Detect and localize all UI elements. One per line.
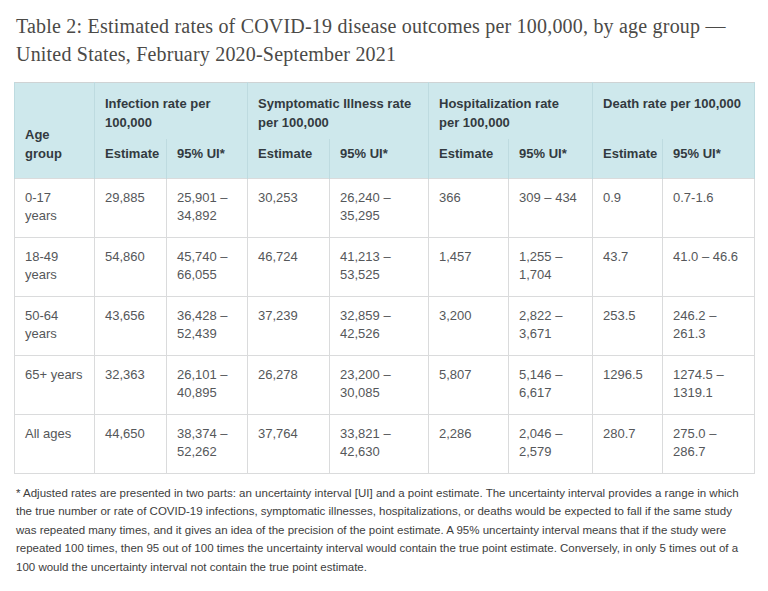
symptomatic-estimate-cell: 46,724 [248, 237, 330, 296]
col-header-infection-estimate: Estimate [95, 139, 167, 178]
infection-ui-cell: 45,740 – 66,055 [167, 237, 248, 296]
death-estimate-cell: 253.5 [593, 296, 663, 355]
hospitalization-estimate-cell: 1,457 [429, 237, 509, 296]
column-group-row: Age group Infection rate per 100,000 Sym… [15, 83, 755, 139]
table-header: Age group Infection rate per 100,000 Sym… [15, 83, 755, 179]
col-header-hospitalization-estimate: Estimate [429, 139, 509, 178]
death-ui-cell: 0.7-1.6 [663, 178, 755, 237]
age-group-cell: 65+ years [15, 355, 95, 414]
age-group-cell: 50-64 years [15, 296, 95, 355]
hospitalization-estimate-cell: 3,200 [429, 296, 509, 355]
table-row-18-49: 18-49 years 54,860 45,740 – 66,055 46,72… [15, 237, 755, 296]
symptomatic-estimate-cell: 37,764 [248, 414, 330, 473]
hospitalization-ui-cell: 2,046 – 2,579 [509, 414, 593, 473]
infection-estimate-cell: 32,363 [95, 355, 167, 414]
death-estimate-cell: 43.7 [593, 237, 663, 296]
age-group-cell: All ages [15, 414, 95, 473]
table-row-0-17: 0-17 years 29,885 25,901 – 34,892 30,253… [15, 178, 755, 237]
col-header-symptomatic-ui: 95% UI* [330, 139, 429, 178]
death-ui-cell: 1274.5 – 1319.1 [663, 355, 755, 414]
symptomatic-ui-cell: 26,240 – 35,295 [330, 178, 429, 237]
symptomatic-ui-cell: 23,200 – 30,085 [330, 355, 429, 414]
col-header-death-ui: 95% UI* [663, 139, 755, 178]
table-row-all-ages: All ages 44,650 38,374 – 52,262 37,764 3… [15, 414, 755, 473]
death-estimate-cell: 1296.5 [593, 355, 663, 414]
symptomatic-ui-cell: 41,213 – 53,525 [330, 237, 429, 296]
hospitalization-estimate-cell: 2,286 [429, 414, 509, 473]
death-ui-cell: 41.0 – 46.6 [663, 237, 755, 296]
hospitalization-estimate-cell: 5,807 [429, 355, 509, 414]
symptomatic-estimate-cell: 26,278 [248, 355, 330, 414]
hospitalization-ui-cell: 309 – 434 [509, 178, 593, 237]
infection-estimate-cell: 54,860 [95, 237, 167, 296]
table-row-65-plus: 65+ years 32,363 26,101 – 40,895 26,278 … [15, 355, 755, 414]
age-group-cell: 18-49 years [15, 237, 95, 296]
col-header-age-group: Age group [15, 83, 95, 179]
age-group-cell: 0-17 years [15, 178, 95, 237]
col-header-hospitalization-ui: 95% UI* [509, 139, 593, 178]
hospitalization-ui-cell: 5,146 – 6,617 [509, 355, 593, 414]
covid-outcomes-table: Age group Infection rate per 100,000 Sym… [14, 82, 755, 474]
hospitalization-ui-cell: 1,255 – 1,704 [509, 237, 593, 296]
infection-estimate-cell: 44,650 [95, 414, 167, 473]
symptomatic-estimate-cell: 30,253 [248, 178, 330, 237]
table-title: Table 2: Estimated rates of COVID-19 dis… [16, 12, 752, 68]
col-group-death-rate: Death rate per 100,000 [593, 83, 755, 139]
death-estimate-cell: 0.9 [593, 178, 663, 237]
col-header-infection-ui: 95% UI* [167, 139, 248, 178]
hospitalization-estimate-cell: 366 [429, 178, 509, 237]
col-group-infection-rate: Infection rate per 100,000 [95, 83, 248, 139]
symptomatic-ui-cell: 32,859 – 42,526 [330, 296, 429, 355]
symptomatic-ui-cell: 33,821 – 42,630 [330, 414, 429, 473]
page: Table 2: Estimated rates of COVID-19 dis… [0, 0, 768, 591]
symptomatic-estimate-cell: 37,239 [248, 296, 330, 355]
col-header-symptomatic-estimate: Estimate [248, 139, 330, 178]
death-ui-cell: 275.0 – 286.7 [663, 414, 755, 473]
infection-ui-cell: 26,101 – 40,895 [167, 355, 248, 414]
footnote: * Adjusted rates are presented in two pa… [16, 484, 752, 577]
table-body: 0-17 years 29,885 25,901 – 34,892 30,253… [15, 178, 755, 473]
infection-estimate-cell: 43,656 [95, 296, 167, 355]
death-estimate-cell: 280.7 [593, 414, 663, 473]
infection-estimate-cell: 29,885 [95, 178, 167, 237]
col-header-death-estimate: Estimate [593, 139, 663, 178]
infection-ui-cell: 38,374 – 52,262 [167, 414, 248, 473]
table-row-50-64: 50-64 years 43,656 36,428 – 52,439 37,23… [15, 296, 755, 355]
infection-ui-cell: 36,428 – 52,439 [167, 296, 248, 355]
col-group-hospitalization-rate: Hospitalization rate per 100,000 [429, 83, 593, 139]
death-ui-cell: 246.2 – 261.3 [663, 296, 755, 355]
sub-header-row: Estimate 95% UI* Estimate 95% UI* Estima… [15, 139, 755, 178]
hospitalization-ui-cell: 2,822 – 3,671 [509, 296, 593, 355]
col-group-symptomatic-illness-rate: Symptomatic Illness rate per 100,000 [248, 83, 429, 139]
infection-ui-cell: 25,901 – 34,892 [167, 178, 248, 237]
